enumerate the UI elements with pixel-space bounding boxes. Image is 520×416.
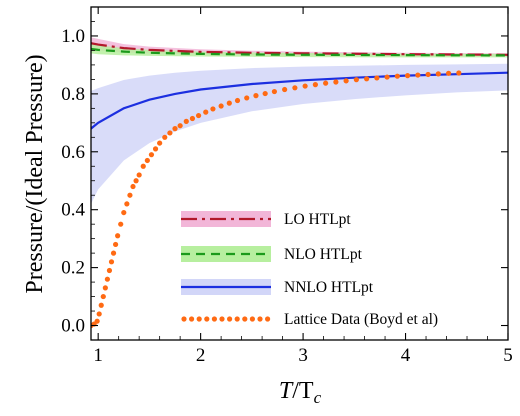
- lattice-point: [333, 79, 339, 85]
- lattice-point: [282, 86, 288, 93]
- lattice-point: [292, 85, 298, 91]
- lattice-point: [394, 73, 400, 79]
- x-tick-label: 2: [196, 345, 206, 366]
- x-tick-label: 4: [401, 345, 411, 366]
- legend-label-nlo-htlpt: NLO HTLpt: [284, 246, 363, 263]
- legend-swatch-dot: [211, 316, 217, 322]
- lattice-point: [124, 201, 130, 207]
- lattice-point: [136, 172, 142, 178]
- lattice-point: [244, 95, 250, 101]
- legend-swatch-dot: [181, 316, 187, 322]
- y-tick-label: 0.6: [61, 142, 85, 163]
- legend-swatch-dot: [249, 316, 255, 322]
- lattice-point: [262, 90, 268, 97]
- lattice-point: [106, 267, 113, 274]
- lattice-point: [353, 77, 359, 83]
- legend-swatch-dot: [257, 316, 263, 322]
- lattice-point: [94, 318, 100, 324]
- legend-swatch-dot: [227, 316, 233, 322]
- lattice-point: [195, 112, 202, 119]
- axis-ticks: 1 2 3 4 5 0.0 0.2 0.4 0.6 0.8 1.0: [61, 7, 513, 366]
- lattice-point: [121, 209, 127, 216]
- lattice-point: [234, 97, 241, 104]
- lattice-point: [384, 74, 390, 80]
- lattice-point: [456, 70, 462, 76]
- lattice-point: [102, 285, 108, 291]
- legend-swatch-dot: [234, 316, 240, 322]
- y-tick-label: 1.0: [61, 26, 85, 47]
- lattice-point: [218, 103, 224, 109]
- plot-frame: [90, 6, 509, 341]
- lattice-point: [425, 71, 431, 78]
- lattice-point: [162, 134, 168, 140]
- lattice-data-points: [91, 70, 462, 329]
- legend-swatch-dot: [189, 316, 195, 322]
- lattice-point: [127, 192, 133, 198]
- lattice-point: [100, 293, 106, 300]
- lattice-point: [108, 259, 115, 265]
- lattice-point: [183, 118, 189, 124]
- lattice-point: [302, 83, 308, 89]
- lattice-point: [167, 130, 173, 136]
- x-tick-label: 3: [298, 345, 308, 366]
- x-axis-title-sub: c: [314, 388, 322, 407]
- series-lines: [91, 42, 508, 130]
- lattice-point: [130, 183, 136, 190]
- legend-swatch-dot: [196, 316, 202, 322]
- lattice-point: [133, 178, 139, 184]
- lattice-point: [312, 82, 318, 88]
- lattice-point: [323, 80, 329, 86]
- line-nlo-htlpt: [91, 47, 508, 57]
- lattice-point: [253, 93, 259, 99]
- legend-swatch-dot: [204, 316, 210, 322]
- lattice-point: [172, 126, 178, 132]
- y-tick-label: 0.8: [61, 84, 85, 105]
- legend-swatch-dot: [242, 316, 248, 322]
- lattice-point: [415, 72, 421, 78]
- lattice-point: [374, 75, 380, 81]
- lattice-point: [152, 146, 159, 152]
- legend-label-nnlo-htlpt: NNLO HTLpt: [284, 279, 374, 296]
- lattice-point: [118, 221, 124, 227]
- lattice-point: [140, 163, 146, 169]
- x-tick-label: 5: [503, 345, 513, 366]
- y-axis-title: Pressure/(Ideal Pressure): [22, 54, 48, 293]
- lattice-point: [104, 276, 110, 282]
- lattice-point: [226, 100, 232, 106]
- legend-swatch-dot: [219, 316, 225, 322]
- x-axis-title-main: T: [279, 378, 294, 404]
- y-tick-label: 0.4: [61, 200, 85, 221]
- x-axis-title: T/Tc: [279, 378, 322, 407]
- lattice-point: [112, 241, 119, 248]
- lattice-point: [271, 88, 277, 95]
- legend-swatch-dot: [265, 316, 271, 322]
- lattice-point: [203, 109, 209, 115]
- lattice-point: [364, 76, 370, 82]
- lattice-point: [157, 140, 163, 146]
- band-nnlo-htlpt: [91, 63, 508, 204]
- lattice-point: [110, 250, 117, 256]
- lattice-point: [404, 73, 411, 79]
- lattice-point: [435, 71, 441, 77]
- legend: LO HTLpt NLO HTLpt NNLO HTLpt Lattice Data …: [181, 211, 438, 328]
- lattice-point: [96, 311, 102, 317]
- lattice-point: [115, 233, 121, 239]
- lattice-point: [148, 152, 155, 158]
- x-axis-title-over: /T: [292, 378, 314, 404]
- lattice-point: [177, 123, 183, 129]
- lattice-point: [445, 70, 452, 76]
- y-tick-label: 0.0: [61, 316, 85, 337]
- legend-label-lattice-data-boyd-et-al: Lattice Data (Boyd et al): [284, 311, 438, 328]
- lattice-point: [98, 302, 104, 308]
- lattice-point: [144, 157, 150, 164]
- lattice-point: [343, 78, 349, 84]
- line-lo-htlpt: [91, 42, 508, 56]
- legend-label-lo-htlpt: LO HTLpt: [284, 211, 351, 228]
- lattice-point: [189, 115, 196, 122]
- lattice-point: [210, 106, 216, 112]
- x-tick-label: 1: [93, 345, 103, 366]
- line-nnlo-htlpt: [91, 71, 508, 130]
- y-tick-label: 0.2: [61, 258, 85, 279]
